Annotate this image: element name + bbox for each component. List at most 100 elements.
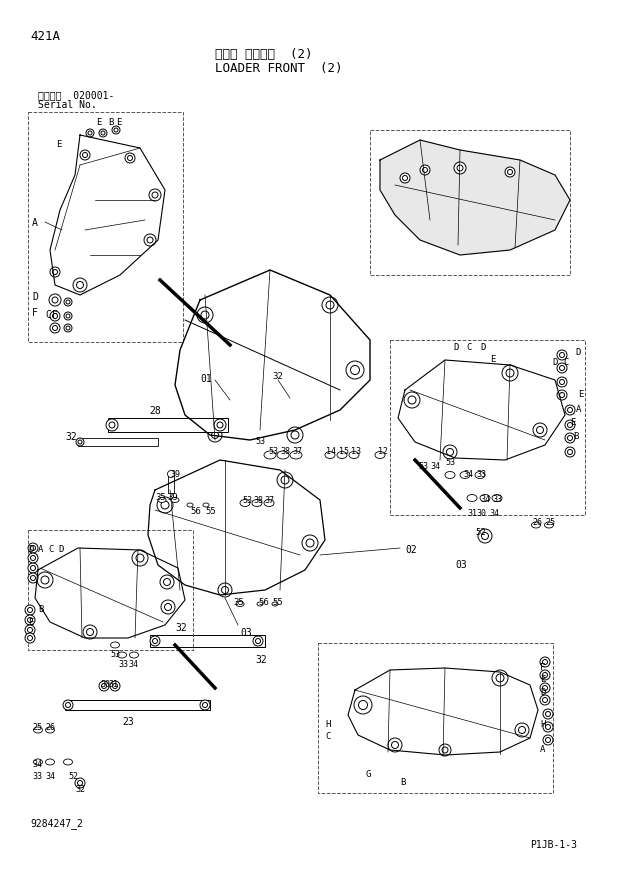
Text: 23: 23 [122,717,134,727]
Ellipse shape [337,451,347,458]
Circle shape [492,670,508,686]
Circle shape [157,497,173,513]
Circle shape [565,420,575,430]
Circle shape [152,192,158,198]
Text: 26: 26 [45,723,55,732]
Circle shape [557,390,567,400]
Text: 52: 52 [68,772,78,781]
Circle shape [540,683,550,693]
Text: 53: 53 [418,462,428,471]
Circle shape [326,301,334,309]
Ellipse shape [63,759,73,765]
Circle shape [147,237,153,243]
Ellipse shape [33,759,43,765]
Ellipse shape [187,503,193,507]
Text: A: A [540,745,546,754]
Text: 02: 02 [405,545,417,555]
Text: D: D [552,358,557,367]
Text: 15: 15 [339,447,349,456]
Text: D: D [28,545,33,554]
Ellipse shape [325,451,335,458]
Text: 32: 32 [255,655,267,665]
Circle shape [82,153,87,157]
Circle shape [253,636,263,646]
Text: A: A [576,405,582,414]
Circle shape [99,681,109,691]
Ellipse shape [467,494,477,501]
Circle shape [63,700,73,710]
Ellipse shape [492,494,502,501]
Circle shape [559,353,564,358]
Text: 34: 34 [489,509,499,518]
Text: 53: 53 [110,650,120,659]
Text: 38: 38 [253,496,263,505]
Circle shape [78,780,82,786]
Bar [168,475,174,493]
Text: E: E [96,118,102,127]
Text: 37: 37 [264,496,274,505]
Circle shape [49,294,61,306]
Circle shape [400,173,410,183]
Circle shape [125,153,135,163]
Bar [370,130,570,275]
Circle shape [112,684,118,689]
Circle shape [388,738,402,752]
Circle shape [27,636,32,641]
Circle shape [30,555,35,560]
Text: E: E [116,118,122,127]
Circle shape [161,501,169,509]
Ellipse shape [130,652,138,658]
Circle shape [287,427,303,443]
Circle shape [30,575,35,581]
Circle shape [557,350,567,360]
Circle shape [153,638,157,643]
Circle shape [208,428,222,442]
Circle shape [567,450,572,455]
Circle shape [567,408,572,413]
Circle shape [546,711,551,717]
Circle shape [542,685,547,691]
Circle shape [99,129,107,137]
Text: P1JB-1-3: P1JB-1-3 [530,840,577,850]
Text: 30: 30 [100,680,110,689]
Ellipse shape [445,471,455,478]
Text: 28: 28 [149,406,161,416]
Text: 適用号機  020001-: 適用号機 020001- [38,90,114,100]
Circle shape [306,539,314,547]
Text: 33: 33 [492,495,502,504]
Circle shape [28,543,38,553]
Circle shape [28,553,38,563]
Circle shape [101,131,105,135]
Circle shape [277,472,293,488]
Circle shape [76,438,84,446]
Ellipse shape [290,451,302,459]
Circle shape [200,700,210,710]
Ellipse shape [45,727,55,733]
Text: B: B [38,605,43,614]
Circle shape [533,423,547,437]
Text: E: E [56,140,61,149]
Circle shape [565,447,575,457]
Circle shape [203,703,208,707]
Circle shape [73,278,87,292]
Text: C: C [48,545,53,554]
Circle shape [454,162,466,174]
Circle shape [542,672,547,677]
Text: D: D [540,688,546,697]
Text: 31: 31 [108,680,118,689]
Ellipse shape [203,503,209,507]
Circle shape [164,579,170,586]
Circle shape [402,175,407,181]
Ellipse shape [45,759,55,765]
Bar [318,643,553,793]
Circle shape [559,380,564,384]
Ellipse shape [264,499,274,506]
Circle shape [508,169,513,175]
Text: H: H [325,720,330,729]
Circle shape [346,361,364,379]
Circle shape [567,423,572,428]
Circle shape [506,369,514,377]
Ellipse shape [236,601,244,607]
Text: D: D [453,343,458,352]
Bar [28,112,183,342]
